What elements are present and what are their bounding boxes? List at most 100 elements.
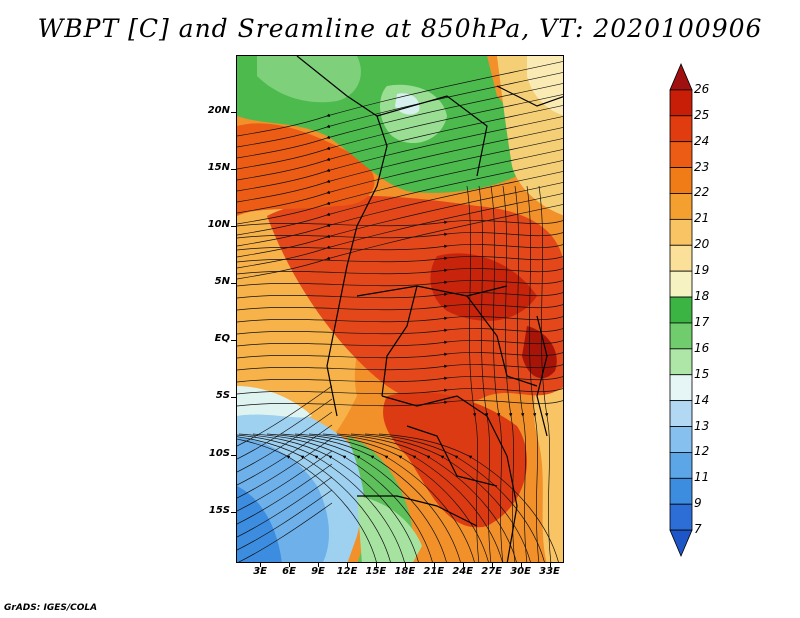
colorbar-segment: [669, 296, 693, 324]
streamline: [237, 434, 405, 562]
colorbar-segment: [669, 62, 693, 91]
lon-label: 27E: [481, 566, 503, 577]
streamline: [237, 424, 333, 486]
colorbar-label: 24: [694, 133, 710, 148]
lon-tick: [433, 563, 435, 567]
colorbar-label: 16: [694, 340, 710, 355]
streamline: [238, 502, 333, 562]
lat-label: 10N: [207, 219, 230, 231]
colorbar-segment: [669, 89, 693, 117]
lat-label: 5S: [215, 390, 230, 402]
colorbar-label: 26: [694, 81, 710, 96]
lon-tick: [491, 563, 493, 567]
colorbar-segment: [669, 270, 693, 298]
colorbar-label: 12: [694, 444, 710, 459]
lat-label: 15N: [207, 162, 230, 174]
lat-tick: [231, 454, 236, 456]
colorbar-label: 22: [694, 185, 710, 200]
streamline: [514, 185, 528, 562]
lat-tick: [231, 397, 236, 399]
colorbar-segment: [669, 193, 693, 220]
country-border: [496, 85, 563, 107]
colorbar-label: 7: [694, 522, 702, 537]
streamline: [466, 185, 480, 562]
streamline: [237, 352, 563, 359]
country-border: [357, 495, 478, 527]
streamline: [294, 433, 475, 562]
streamline: [237, 376, 563, 383]
colorbar-label: 13: [694, 418, 710, 433]
streamline: [237, 316, 563, 323]
colorbar-label: 20: [694, 237, 710, 252]
colorbar-label: 18: [694, 289, 710, 304]
streamline: [237, 268, 563, 275]
streamline: [237, 385, 333, 447]
streamline: [237, 105, 563, 181]
field-lightgreen-south: [357, 496, 422, 562]
lon-tick: [375, 563, 377, 567]
streamline: [322, 433, 503, 562]
lon-label: 21E: [423, 566, 445, 577]
streamline: [237, 127, 563, 203]
streamline: [237, 411, 333, 473]
country-border: [536, 315, 548, 437]
streamline: [237, 280, 563, 287]
field-palecyan-sw: [237, 386, 312, 418]
streamline: [237, 489, 333, 551]
lon-label: 6E: [282, 566, 296, 577]
country-border: [466, 295, 538, 387]
streamline: [237, 450, 333, 512]
streamline: [237, 204, 563, 280]
country-border: [381, 285, 418, 397]
colorbar: [669, 62, 693, 558]
streamline: [237, 193, 563, 269]
lat-label: 10S: [208, 447, 230, 459]
field-maxcore: [522, 326, 557, 379]
colorbar-segment: [669, 115, 693, 143]
colorbar-label: 15: [694, 366, 710, 381]
lon-label: 18E: [394, 566, 416, 577]
streamline: [237, 340, 563, 347]
streamline: [237, 328, 563, 335]
country-border: [381, 395, 508, 457]
colorbar-segment: [669, 218, 693, 246]
streamline: [502, 185, 516, 562]
lon-tick: [549, 563, 551, 567]
streamline: [237, 160, 563, 236]
streamline: [237, 438, 377, 562]
colorbar-segment: [669, 426, 693, 453]
streamline: [538, 185, 552, 562]
colorbar-label: 9: [694, 496, 702, 511]
lat-tick: [231, 169, 236, 171]
streamline: [237, 232, 563, 239]
streamline: [237, 398, 333, 460]
colorbar-segment: [669, 348, 693, 376]
colorbar-segment: [669, 374, 693, 402]
streamline: [252, 433, 433, 562]
streamline: [280, 433, 461, 562]
streamline: [308, 433, 489, 562]
streamline: [237, 61, 563, 137]
streamline: [237, 116, 563, 192]
streamline: [237, 182, 563, 258]
streamline: [490, 185, 504, 562]
lon-tick: [520, 563, 522, 567]
map-panel: [236, 55, 564, 563]
wbpt-map: [237, 56, 563, 562]
streamline: [237, 400, 563, 407]
lat-tick: [231, 112, 236, 114]
streamline: [237, 437, 333, 499]
streamline: [237, 244, 563, 251]
streamline: [378, 433, 559, 562]
colorbar-segment: [669, 503, 693, 531]
streamline: [266, 433, 447, 562]
colorbar-segment: [669, 400, 693, 427]
country-border: [506, 455, 518, 562]
lat-label: 15S: [208, 504, 230, 516]
lon-label: 24E: [452, 566, 474, 577]
footer-credit: GrADS: IGES/COLA: [4, 603, 98, 613]
colorbar-segment: [669, 244, 693, 272]
streamline: [237, 83, 563, 159]
streamlines: [237, 61, 563, 562]
lat-label: 5N: [214, 276, 230, 288]
